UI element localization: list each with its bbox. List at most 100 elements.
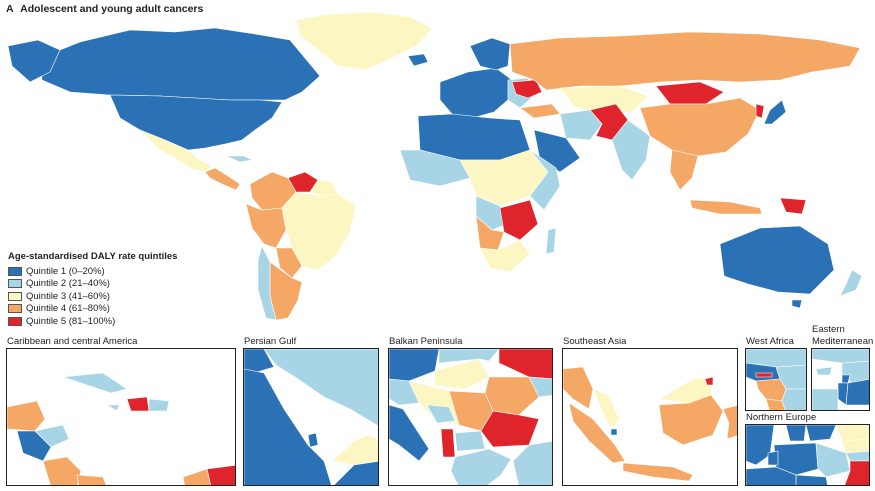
region-australia [719,225,835,295]
legend-swatch-q2 [8,279,22,288]
inset-car-venezuela [206,464,235,485]
inset-bal-macedonia [454,430,486,452]
region-greenland [295,11,433,71]
inset-bal-slovenia [389,378,420,406]
panel-title-text: Adolescent and young adult cancers [20,3,204,15]
legend-title: Age-standardised DALY rate quintiles [8,251,178,262]
legend-label-q1: Quintile 1 (0–20%) [26,265,105,277]
legend-swatch-q4 [8,304,22,313]
region-kazakhstan [559,85,649,115]
inset-car-cuba [62,372,128,394]
inset-car-nicaragua [42,456,82,485]
legend: Age-standardised DALY rate quintiles Qui… [8,251,177,328]
inset-bal-italy [389,404,430,462]
inset-bal-romania [484,376,540,416]
region-central-america [204,167,241,191]
region-east-africa [529,149,561,211]
inset-bal-bosnia [426,404,456,424]
inset-sea-malaysia-pen [592,388,620,430]
region-new-zealand [839,269,863,297]
panel-letter: A [6,3,14,15]
inset-sea-sulawesi [722,405,737,440]
inset-car-haiti [126,396,150,412]
inset-balkan [388,348,553,486]
legend-item-q4: Quintile 4 (61–80%) [8,303,177,315]
inset-west-africa [745,348,807,411]
inset-wa-gambia [755,372,773,378]
inset-ne-netherlands [767,450,779,466]
inset-car-jamaica [105,404,120,412]
inset-sea-singapore [610,428,618,436]
inset-label-caribbean: Caribbean and central America [7,336,138,347]
legend-swatch-q1 [8,266,22,276]
inset-eastern-med [811,348,870,411]
inset-label-eastern-med-1: Eastern [812,324,845,335]
inset-wa-guinea [755,378,787,402]
inset-car-dominican [148,398,170,412]
legend-label-q5: Quintile 5 (81–100%) [26,315,116,327]
region-mexico [139,129,213,173]
inset-pg-iraq [244,349,275,374]
region-peru [245,203,287,249]
inset-sea-thailand [563,366,594,410]
inset-car-colombia [182,468,211,485]
inset-ne-denmark [785,425,807,442]
inset-sea-borneo-north [658,376,714,404]
inset-ne-france [746,466,797,485]
legend-label-q4: Quintile 4 (61–80%) [26,303,110,314]
region-angola [475,215,505,251]
inset-ne-poland [815,442,851,478]
region-russia [509,31,861,91]
legend-swatch-q5 [8,316,22,326]
region-china [639,97,761,157]
inset-ne-ukraine [844,460,869,485]
region-brazil [281,191,357,271]
region-zambia [499,199,539,241]
inset-sea-borneo-south [658,394,724,446]
region-scandinavia [469,37,511,71]
inset-ne-sweden [805,425,837,442]
inset-ne-lithuania [841,438,869,454]
inset-sea-sumatra [568,402,626,464]
inset-bal-ukraine [498,349,552,380]
region-iceland [407,53,429,67]
inset-label-eastern-med-2: Mediterranean [812,336,874,347]
region-indonesia [689,199,763,215]
inset-bal-moldova [528,376,552,398]
inset-label-southeast-asia: Southeast Asia [563,336,627,347]
legend-item-q1: Quintile 1 (0–20%) [8,265,177,277]
inset-ne-latvia [835,425,869,442]
inset-bal-austria [389,349,440,382]
region-southern-africa [479,239,531,273]
inset-caribbean [6,348,236,486]
inset-bal-bulgaria [480,410,540,448]
region-tasmania [791,299,803,309]
inset-pg-qatar [307,432,319,448]
world-map [7,11,863,321]
region-india [611,119,651,181]
inset-wa-sierra [765,398,786,410]
inset-ne-uk [746,425,775,466]
inset-ne-czech [795,474,828,485]
region-chile [257,245,277,321]
inset-em-jordan [845,379,869,406]
inset-label-persian-gulf: Persian Gulf [244,336,297,347]
panel-title: A Adolescent and young adult cancers [6,3,203,15]
region-north-africa [417,113,531,161]
inset-pg-oman [333,461,378,485]
inset-label-west-africa: West Africa [746,336,794,347]
inset-bal-albania [440,428,456,458]
legend-item-q5: Quintile 5 (81–100%) [8,315,177,327]
region-turkey [519,103,561,119]
inset-car-panama [76,474,107,485]
inset-northern-europe [745,424,870,486]
legend-label-q2: Quintile 2 (21–40%) [26,278,110,289]
inset-sea-brunei [704,376,714,386]
inset-persian-gulf [243,348,379,486]
inset-car-guatemala [16,430,52,462]
inset-ne-belarus [845,450,869,462]
region-madagascar [545,227,557,255]
inset-em-cyprus [815,366,833,376]
inset-pg-iran [263,349,378,427]
region-korea [755,103,765,119]
